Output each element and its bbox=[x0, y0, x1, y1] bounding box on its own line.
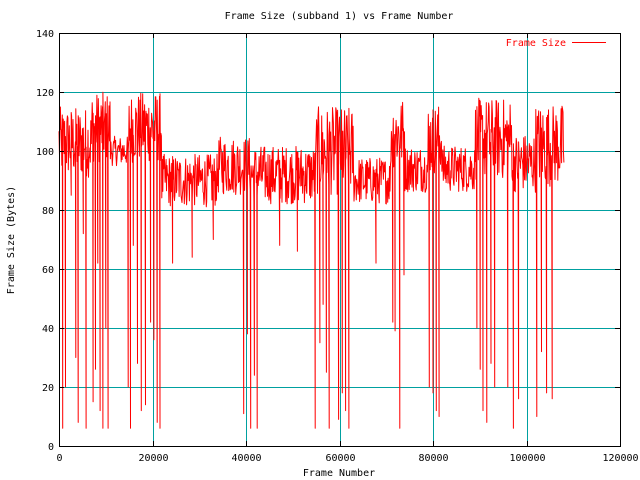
y-tick-label: 140 bbox=[36, 29, 54, 40]
series-line-frame-size bbox=[58, 91, 565, 429]
y-tick-label: 60 bbox=[42, 265, 54, 276]
x-tick-label: 20000 bbox=[138, 453, 168, 464]
x-tick-label: 100000 bbox=[509, 453, 545, 464]
series-frame-size bbox=[58, 91, 565, 429]
y-tick-label: 120 bbox=[36, 88, 54, 99]
y-tick-label: 0 bbox=[48, 442, 54, 453]
axis-ticks: 0 20000 40000 60000 80000 100000 120000 0 20 40 60… bbox=[36, 29, 639, 464]
chart-title: Frame Size (subband 1) vs Frame Number bbox=[225, 11, 454, 22]
x-tick-label: 60000 bbox=[325, 453, 355, 464]
x-tick-label: 80000 bbox=[418, 453, 448, 464]
y-tick-label: 20 bbox=[42, 383, 54, 394]
x-tick-label: 0 bbox=[56, 453, 62, 464]
y-axis-label: Frame Size (Bytes) bbox=[6, 186, 17, 294]
legend: Frame Size bbox=[506, 38, 606, 49]
legend-label: Frame Size bbox=[506, 38, 566, 49]
x-tick-label: 40000 bbox=[231, 453, 261, 464]
x-axis-label: Frame Number bbox=[303, 468, 375, 479]
y-tick-label: 80 bbox=[42, 206, 54, 217]
y-tick-label: 40 bbox=[42, 324, 54, 335]
y-tick-label: 100 bbox=[36, 147, 54, 158]
x-tick-label: 120000 bbox=[602, 453, 638, 464]
